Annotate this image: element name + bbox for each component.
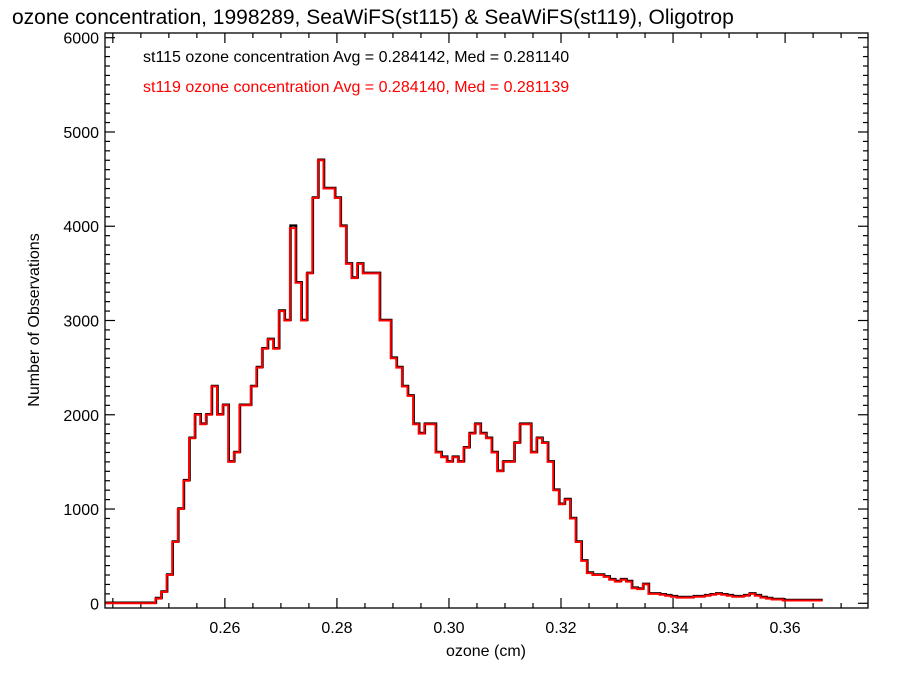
x-axis-label: ozone (cm) [446, 643, 526, 660]
x-tick-label: 0.30 [433, 620, 464, 637]
x-tick-label: 0.32 [545, 620, 576, 637]
y-tick-label: 1000 [63, 502, 99, 519]
x-tick-label: 0.34 [657, 620, 688, 637]
plot-frame [104, 32, 869, 609]
y-axis-label: Number of Observations [26, 233, 43, 406]
legend-st119: st119 ozone concentration Avg = 0.284140… [143, 79, 569, 96]
y-tick-label: 0 [90, 596, 99, 613]
legend-st115: st115 ozone concentration Avg = 0.284142… [143, 49, 569, 66]
y-tick-label: 4000 [63, 219, 99, 236]
y-tick-label: 3000 [63, 314, 99, 331]
y-tick-label: 5000 [63, 125, 99, 142]
x-tick-label: 0.26 [209, 620, 240, 637]
y-tick-label: 6000 [63, 31, 99, 48]
series-line-st115 [105, 158, 823, 604]
y-tick-label: 2000 [63, 408, 99, 425]
x-tick-label: 0.28 [321, 620, 352, 637]
chart-title: ozone concentration, 1998289, SeaWiFS(st… [12, 6, 734, 29]
x-tick-label: 0.36 [770, 620, 801, 637]
series-line-st119 [105, 159, 823, 605]
